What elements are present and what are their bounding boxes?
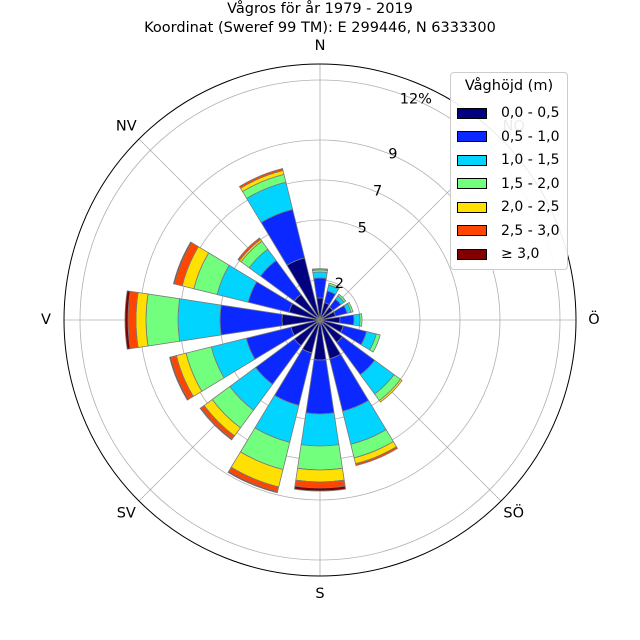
rose-bar-segment [313,277,327,299]
rose-bar-segment [339,314,355,326]
rose-bar-segment [369,333,381,353]
rose-bar-segment [237,237,262,262]
rose-bar-segment [328,282,341,290]
legend-swatch [457,225,487,236]
legend-entry: 2,5 - 3,0 [457,221,559,241]
rose-bar-segment [219,304,283,336]
legend-entry: 2,0 - 2,5 [457,197,559,217]
polar-outline [63,63,577,577]
direction-label: S [315,586,324,602]
rose-bar-segment [346,301,354,313]
legend-swatch [457,154,487,166]
rose-bar-segment [169,356,189,401]
direction-label: N [315,38,326,54]
rose-bar-segment [305,359,335,415]
direction-label: V [41,312,51,328]
rose-bar-segment [359,313,363,327]
legend-label: 0,0 - 0,5 [501,105,560,121]
radial-tick-label: 9 [388,147,397,163]
rose-bar-segment [172,241,193,285]
rose-bar-segment [295,467,345,483]
legend-title: Våghöjd (m) [464,78,554,94]
direction-label: SV [117,506,136,522]
legend-label: 1,5 - 2,0 [501,175,560,192]
radial-tick-label: 7 [373,184,382,200]
legend-swatch [457,131,487,142]
rose-bar-segment [337,293,347,303]
radial-tick-label: 2 [335,276,344,292]
legend-swatch [457,248,487,260]
direction-label: NV [116,118,137,134]
legend-label: 0,5 - 1,0 [501,128,560,145]
legend-entry: ≥ 3,0 [457,244,539,264]
rose-bar-segment [124,290,131,350]
rose-bar-segment [145,293,181,347]
legend-swatch [457,178,487,189]
rose-bar-segment [312,271,328,279]
rose-bar-segment [135,292,149,348]
legend-entry: 1,0 - 1,5 [457,150,559,170]
legend-swatch [457,107,487,119]
legend-swatch [457,201,487,213]
legend-label: 2,5 - 3,0 [501,222,560,239]
legend-entry: 1,5 - 2,0 [457,174,559,194]
legend-label: 2,0 - 2,5 [501,199,560,215]
legend-label: ≥ 3,0 [501,246,540,262]
rose-bar-segment [311,268,329,271]
rose-bar-segment [177,298,222,342]
direction-label: SÖ [503,504,524,522]
rose-bar-segment [227,471,278,494]
legend: Våghöjd (m) 0,0 - 0,5 0,5 - 1,0 1,0 - 1,5 1… [450,72,568,270]
rose-bar-segment [378,378,403,403]
rose-bar-segment [355,446,399,467]
rose-bar-segment [238,168,284,189]
chart-title-block: Vågros för år 1979 - 2019 Koordinat (Swe… [0,0,640,38]
legend-entry: 0,0 - 0,5 [457,103,559,123]
rose-bar-segment [353,313,361,327]
legend-entry: 0,5 - 1,0 [457,127,559,147]
rose-bar-segment [300,412,340,447]
radial-tick-label: 12% [400,91,432,107]
radial-tick-label: 5 [358,221,367,237]
direction-label: Ö [588,310,599,328]
rose-bar-segment [297,444,343,471]
rose-bar-segment [199,407,233,441]
rose-bar-segment [293,485,347,492]
legend-label: 1,0 - 1,5 [501,152,560,168]
chart-title: Vågros för år 1979 - 2019 [227,1,413,17]
chart-subtitle: Koordinat (Sweref 99 TM): E 299446, N 63… [144,20,496,36]
wave-rose-bars [124,168,403,494]
